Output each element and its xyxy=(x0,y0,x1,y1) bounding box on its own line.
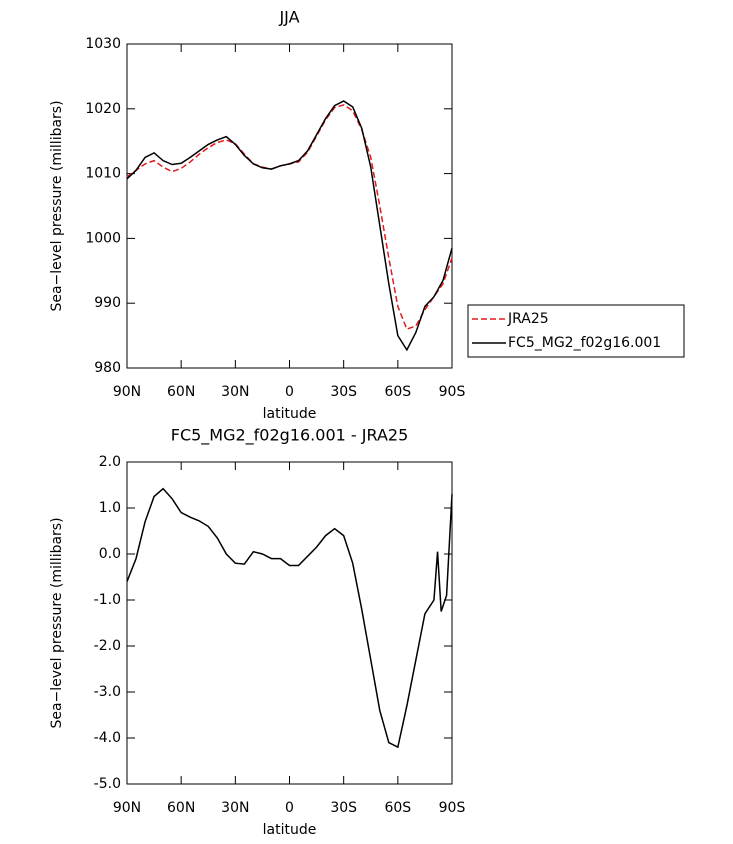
x-axis-label: latitude xyxy=(263,822,317,838)
y-tick-label: 1010 xyxy=(85,166,121,182)
y-tick-label: -1.0 xyxy=(94,592,121,608)
x-tick-label: 30N xyxy=(221,384,249,400)
legend-box xyxy=(467,304,685,358)
y-tick-label: 1.0 xyxy=(99,500,121,516)
y-tick-label: 0.0 xyxy=(99,546,121,562)
plot-frame xyxy=(126,461,453,785)
legend-label: JRA25 xyxy=(507,311,549,327)
y-tick-label: 1020 xyxy=(85,101,121,117)
data-line xyxy=(126,487,453,749)
y-tick-label: -5.0 xyxy=(94,776,121,792)
plot-frame xyxy=(126,43,453,369)
y-tick-label: 1000 xyxy=(85,230,121,246)
legend-label: FC5_MG2_f02g16.001 xyxy=(508,335,661,351)
data-line xyxy=(126,104,453,331)
x-tick-label: 30N xyxy=(221,800,249,816)
data-line xyxy=(126,100,453,352)
chart-title: FC5_MG2_f02g16.001 - JRA25 xyxy=(171,426,409,446)
y-tick-label: 1030 xyxy=(85,36,121,52)
y-tick-label: -3.0 xyxy=(94,684,121,700)
x-tick-label: 30S xyxy=(330,384,357,400)
y-tick-label: -4.0 xyxy=(94,730,121,746)
x-tick-label: 90S xyxy=(439,384,466,400)
x-tick-label: 0 xyxy=(285,800,294,816)
x-tick-label: 90N xyxy=(113,384,141,400)
y-axis-label: Sea−level pressure (millibars) xyxy=(49,517,65,728)
chart-title: JJA xyxy=(278,8,299,27)
x-tick-label: 30S xyxy=(330,800,357,816)
x-tick-label: 90N xyxy=(113,800,141,816)
x-tick-label: 0 xyxy=(285,384,294,400)
x-tick-label: 60S xyxy=(384,800,411,816)
x-axis-label: latitude xyxy=(263,406,317,422)
x-tick-label: 90S xyxy=(439,800,466,816)
y-axis-label: Sea−level pressure (millibars) xyxy=(49,100,65,311)
y-tick-label: 980 xyxy=(94,360,121,376)
y-tick-label: 990 xyxy=(94,295,121,311)
y-tick-label: 2.0 xyxy=(99,454,121,470)
x-tick-label: 60N xyxy=(167,384,195,400)
x-tick-label: 60N xyxy=(167,800,195,816)
x-tick-label: 60S xyxy=(384,384,411,400)
y-tick-label: -2.0 xyxy=(94,638,121,654)
